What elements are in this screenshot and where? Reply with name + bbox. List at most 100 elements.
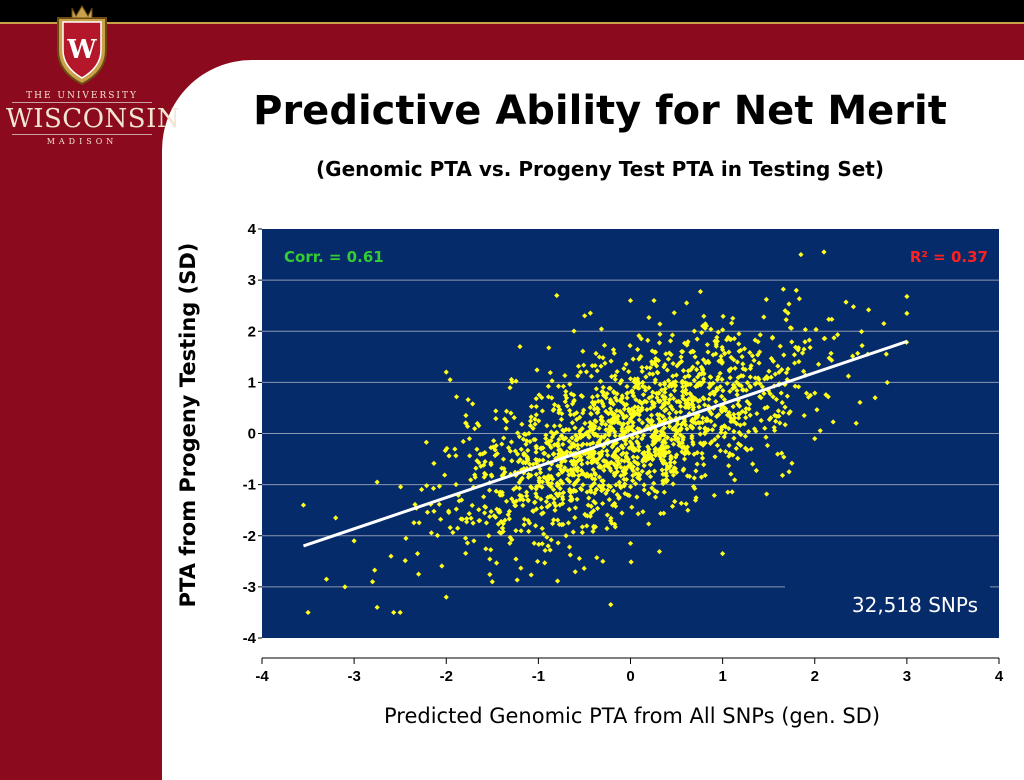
- data-point: [727, 336, 733, 343]
- data-point: [850, 353, 856, 359]
- data-point: [571, 482, 577, 488]
- data-point: [560, 500, 566, 507]
- data-point: [680, 467, 686, 473]
- data-point: [596, 354, 602, 360]
- data-point: [652, 488, 658, 494]
- data-point: [508, 439, 515, 445]
- data-point: [739, 354, 745, 360]
- data-point: [670, 441, 677, 447]
- data-point: [464, 540, 471, 546]
- data-point: [672, 379, 679, 385]
- data-point: [497, 492, 503, 498]
- data-point: [656, 435, 663, 441]
- data-point: [684, 426, 690, 432]
- data-point: [672, 433, 678, 439]
- data-point: [579, 487, 585, 493]
- data-point: [732, 365, 738, 371]
- data-point: [602, 432, 608, 438]
- data-point: [474, 446, 480, 452]
- data-point: [659, 467, 665, 473]
- data-point: [697, 440, 704, 446]
- data-point: [766, 368, 772, 374]
- data-point: [737, 422, 743, 428]
- data-point: [545, 383, 552, 389]
- data-point: [651, 297, 657, 304]
- data-point: [785, 310, 791, 316]
- data-point: [596, 439, 602, 445]
- data-point: [612, 395, 618, 401]
- data-point: [768, 355, 774, 362]
- data-point: [699, 419, 705, 426]
- data-point: [726, 442, 732, 448]
- data-point: [567, 486, 573, 492]
- data-point: [560, 383, 567, 390]
- data-point: [447, 377, 453, 383]
- data-point: [736, 415, 742, 421]
- data-point: [642, 398, 648, 404]
- data-point: [671, 387, 678, 394]
- data-point: [858, 328, 865, 335]
- data-point: [647, 365, 653, 371]
- data-point: [607, 465, 613, 471]
- data-point: [744, 447, 750, 453]
- data-point: [736, 429, 742, 436]
- data-point: [659, 458, 666, 465]
- crest-letter: W: [66, 35, 97, 65]
- data-point: [657, 418, 663, 424]
- data-point: [857, 399, 863, 406]
- data-point: [753, 467, 759, 474]
- data-point: [729, 320, 735, 326]
- data-point: [714, 413, 720, 420]
- data-point: [611, 389, 617, 395]
- data-point: [487, 514, 493, 520]
- data-point: [711, 492, 717, 499]
- data-point: [645, 417, 651, 423]
- data-point: [828, 350, 834, 356]
- data-point: [670, 426, 676, 432]
- data-point: [476, 423, 482, 429]
- data-point: [635, 425, 641, 432]
- data-point: [434, 532, 441, 539]
- data-point: [539, 394, 545, 401]
- data-point: [747, 374, 753, 380]
- y-axis-label: PTA from Progeny Testing (SD): [176, 243, 200, 608]
- data-point: [786, 469, 792, 475]
- data-point: [761, 314, 767, 320]
- data-point: [466, 511, 472, 517]
- data-point: [692, 354, 698, 360]
- data-point: [466, 436, 473, 442]
- data-point: [607, 385, 613, 391]
- data-point: [516, 434, 522, 440]
- y-tick-label: 0: [248, 426, 256, 443]
- data-point: [452, 446, 458, 452]
- data-point: [543, 475, 549, 481]
- data-point: [675, 428, 681, 434]
- data-point: [612, 449, 618, 455]
- data-point: [533, 523, 539, 529]
- data-point: [580, 410, 586, 416]
- data-point: [581, 565, 587, 571]
- x-tick-label: -2: [440, 668, 453, 685]
- data-point: [612, 433, 618, 439]
- data-point: [730, 403, 736, 410]
- data-point: [594, 486, 600, 493]
- data-point: [647, 371, 653, 377]
- data-point: [705, 403, 712, 409]
- data-point: [659, 442, 666, 449]
- data-point: [493, 488, 499, 494]
- data-point: [620, 468, 627, 474]
- data-point: [586, 433, 592, 440]
- data-point: [655, 357, 662, 364]
- data-point: [683, 501, 689, 507]
- data-point: [579, 426, 585, 432]
- data-point: [512, 502, 518, 509]
- data-point: [694, 336, 700, 342]
- data-point: [536, 418, 542, 424]
- data-point: [700, 379, 707, 385]
- data-point: [439, 563, 445, 569]
- x-tick-label: 0: [626, 668, 634, 685]
- data-point: [668, 392, 674, 398]
- data-point: [741, 421, 747, 427]
- data-point: [594, 405, 600, 411]
- data-point: [728, 471, 734, 477]
